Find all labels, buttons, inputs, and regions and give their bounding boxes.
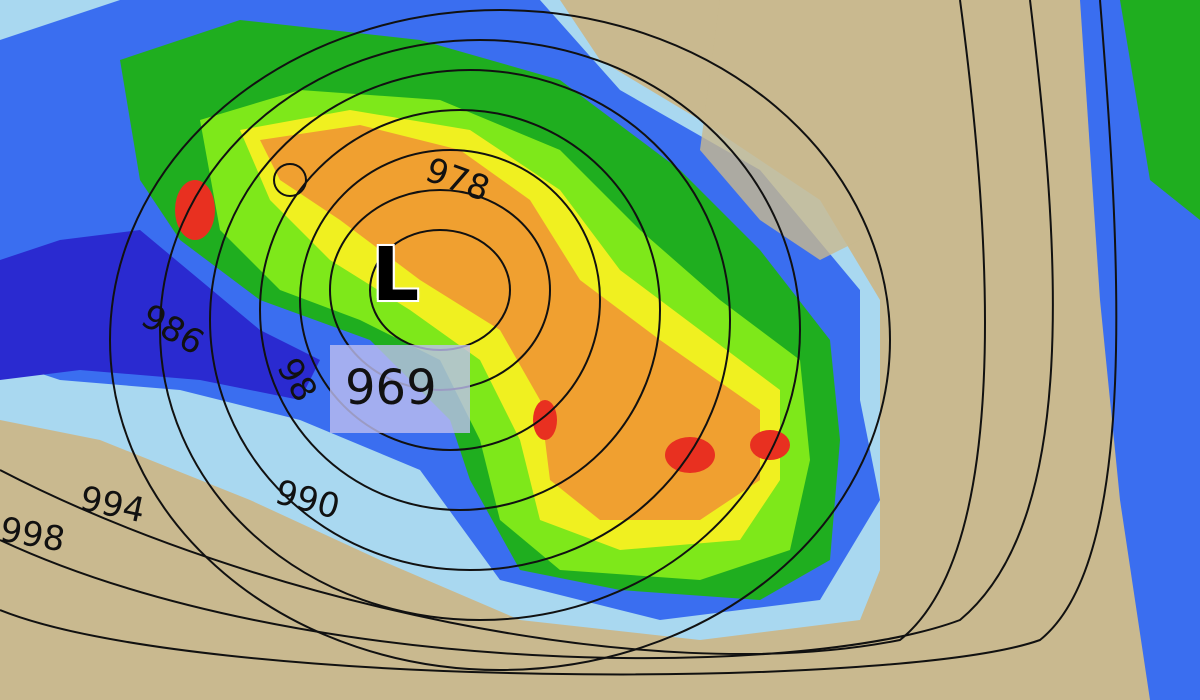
isobars xyxy=(0,0,1118,676)
central-pressure-value: 969 xyxy=(345,360,437,416)
low-pressure-marker: L xyxy=(372,232,420,318)
pressure-label-box xyxy=(330,345,470,433)
